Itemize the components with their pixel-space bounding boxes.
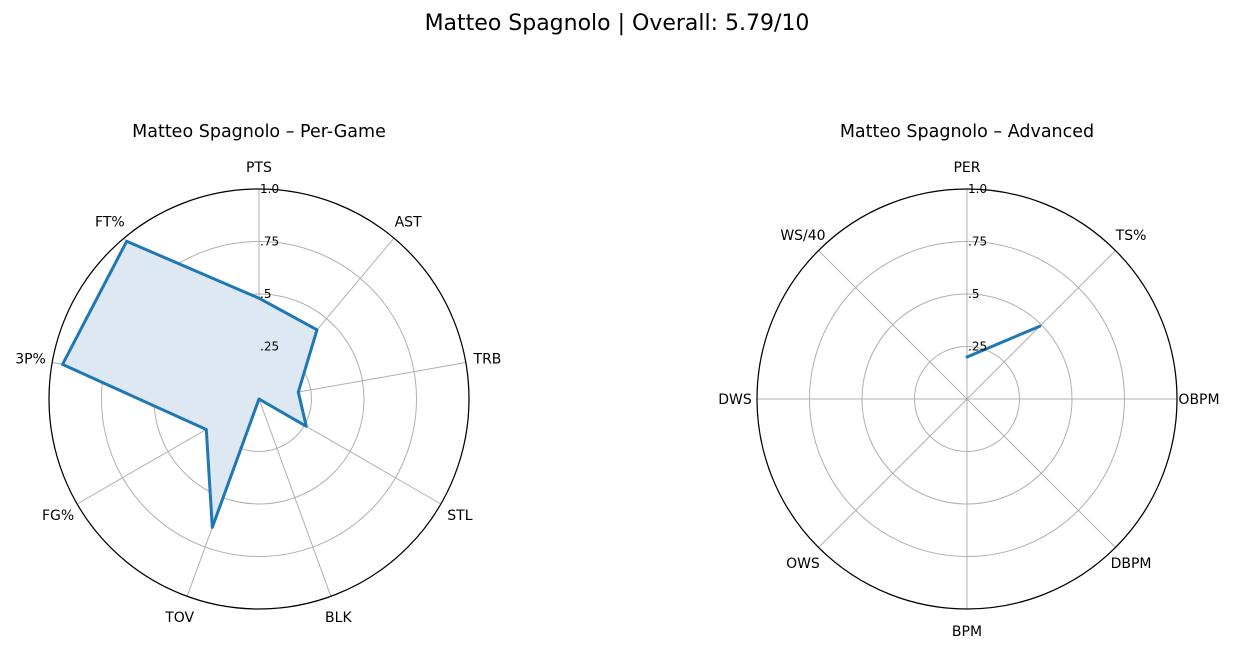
label-layer: .25 .5 .75 1.0 PTS AST TRB STL BLK TOV FG% 3P% FT% — [15, 160, 501, 626]
chart-title: Matteo Spagnolo – Advanced — [840, 122, 1094, 142]
r-tick-label: .75 — [968, 235, 987, 249]
r-tick-label: .25 — [968, 340, 987, 354]
spoke-ts-pct — [966, 250, 1116, 400]
r-tick-label: 1.0 — [968, 182, 987, 196]
radar-advanced: Matteo Spagnolo – Advanced .25 .5 .75 1.0 PE… — [718, 122, 1219, 640]
polar-frame — [48, 188, 470, 610]
spoke-blk — [258, 398, 332, 597]
category-label-3p-pct: 3P% — [15, 352, 46, 368]
category-label-ws-40: WS/40 — [780, 228, 825, 244]
series-line — [965, 324, 1042, 359]
polar-frame — [756, 188, 1178, 610]
radar-per-game: Matteo Spagnolo – Per-Game .25 .5 .75 1.0 PT… — [15, 122, 501, 626]
category-label-trb: TRB — [473, 352, 502, 368]
category-label-ft-pct: FT% — [95, 214, 125, 230]
category-label-dws: DWS — [718, 392, 752, 408]
category-label-pts: PTS — [246, 160, 272, 176]
category-label-stl: STL — [447, 508, 472, 524]
r-tick-label: .5 — [968, 287, 979, 301]
r-tick-label: 1.0 — [260, 182, 279, 196]
category-label-obpm: OBPM — [1178, 392, 1219, 408]
chart-title: Matteo Spagnolo – Per-Game — [132, 122, 386, 142]
category-label-fg-pct: FG% — [42, 508, 74, 524]
category-label-tov: TOV — [164, 610, 194, 626]
data-layer — [61, 239, 319, 529]
grid-layer — [756, 188, 1178, 610]
r-tick-label: .5 — [260, 287, 271, 301]
data-layer — [965, 324, 1042, 359]
category-label-ast: AST — [395, 214, 422, 230]
spoke-ws-40 — [818, 250, 968, 400]
spoke-dbpm — [966, 398, 1116, 548]
category-label-ows: OWS — [786, 556, 820, 572]
series-fill — [62, 241, 317, 528]
r-tick-label: .75 — [260, 235, 279, 249]
category-label-bpm: BPM — [952, 624, 982, 640]
category-label-ts-pct: TS% — [1115, 228, 1147, 244]
spoke-ows — [818, 398, 968, 548]
category-label-blk: BLK — [325, 610, 352, 626]
category-label-dbpm: DBPM — [1111, 556, 1152, 572]
r-tick-label: .25 — [260, 340, 279, 354]
series-line — [61, 239, 319, 529]
label-layer: .25 .5 .75 1.0 PER TS% OBPM DBPM BPM OWS DWS WS/40 — [718, 160, 1219, 640]
figure-suptitle: Matteo Spagnolo | Overall: 5.79/10 — [425, 11, 810, 36]
category-label-per: PER — [953, 160, 980, 176]
